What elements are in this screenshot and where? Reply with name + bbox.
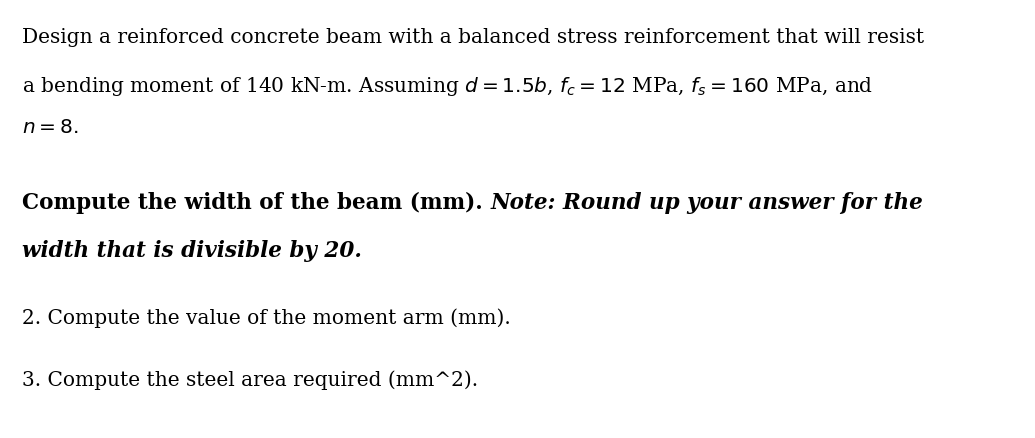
Text: 2. Compute the value of the moment arm (mm).: 2. Compute the value of the moment arm (… (22, 307, 510, 327)
Text: width that is divisible by 20.: width that is divisible by 20. (22, 240, 362, 261)
Text: Note: Round up your answer for the: Note: Round up your answer for the (491, 191, 923, 213)
Text: Compute the width of the beam (mm).: Compute the width of the beam (mm). (22, 191, 491, 214)
Text: Design a reinforced concrete beam with a balanced stress reinforcement that will: Design a reinforced concrete beam with a… (22, 28, 924, 47)
Text: 3. Compute the steel area required (mm^2).: 3. Compute the steel area required (mm^2… (22, 369, 478, 389)
Text: a bending moment of 140 kN-m. Assuming $d = 1.5b$, $f_c = 12$ MPa, $f_s = 160$ M: a bending moment of 140 kN-m. Assuming $… (22, 75, 874, 98)
Text: $n = 8.$: $n = 8.$ (22, 118, 79, 137)
